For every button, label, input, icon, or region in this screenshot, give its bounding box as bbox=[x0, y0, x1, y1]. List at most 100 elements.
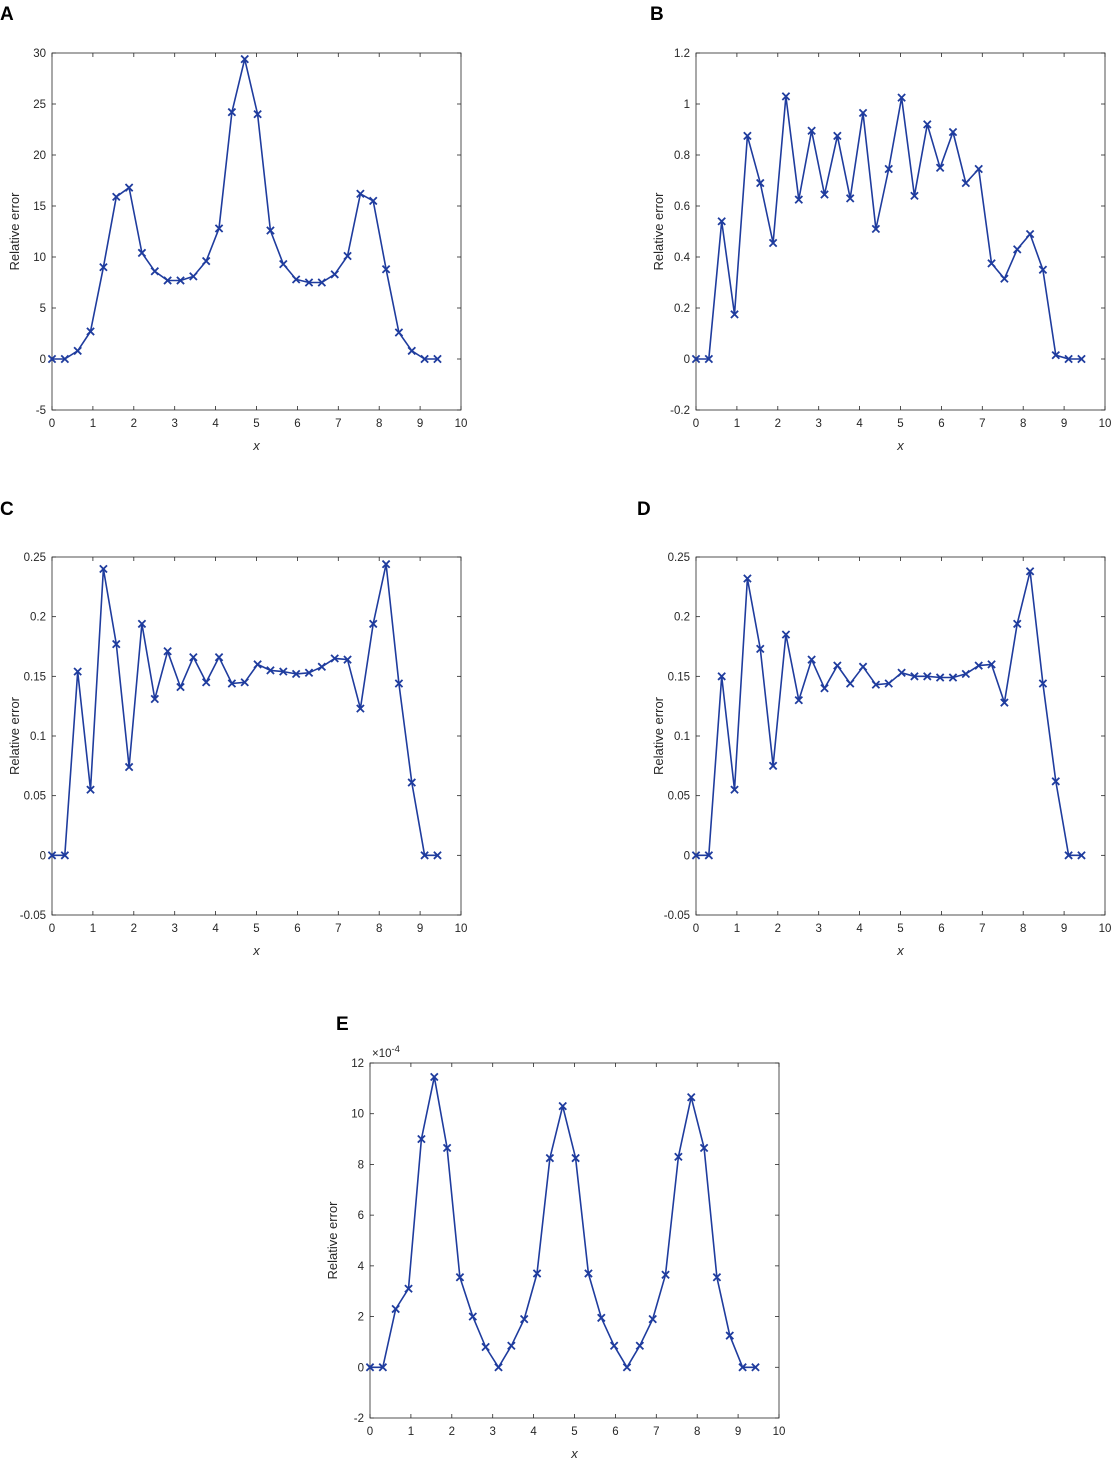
y-tick-label: -0.05 bbox=[20, 910, 46, 922]
y-tick-label: 0.8 bbox=[674, 150, 690, 162]
data-point bbox=[112, 192, 121, 202]
y-tick-label: -2 bbox=[354, 1413, 364, 1425]
data-point bbox=[751, 1363, 760, 1372]
data-point bbox=[820, 684, 829, 693]
x-tick-label: 1 bbox=[90, 923, 96, 935]
x-tick-label: 3 bbox=[815, 923, 821, 935]
plot-area bbox=[369, 1062, 780, 1419]
panel-b: B 0 1 2 3 4 5 6 7 8 9 10-0.200.20.40.60.811.2xRela… bbox=[650, 4, 1111, 453]
y-tick-label: 0.4 bbox=[674, 252, 691, 264]
data-point bbox=[558, 1101, 567, 1111]
data-point bbox=[1012, 245, 1022, 254]
data-point bbox=[884, 164, 893, 174]
data-point bbox=[884, 679, 893, 688]
data-point bbox=[124, 762, 134, 772]
data-point bbox=[455, 1273, 465, 1282]
x-tick-label: 1 bbox=[90, 418, 96, 430]
x-tick-label: 6 bbox=[294, 923, 300, 935]
data-point bbox=[214, 224, 224, 233]
data-point bbox=[150, 267, 160, 276]
panel-label: C bbox=[0, 499, 14, 520]
data-point bbox=[1025, 567, 1035, 576]
data-point bbox=[768, 761, 778, 771]
data-point bbox=[686, 1092, 696, 1102]
data-point bbox=[794, 195, 804, 204]
data-point bbox=[974, 164, 983, 174]
data-point bbox=[730, 785, 739, 794]
data-point bbox=[691, 851, 701, 860]
x-tick-label: 0 bbox=[693, 418, 699, 430]
y-tick-label: 10 bbox=[351, 1109, 364, 1121]
data-point bbox=[368, 196, 378, 206]
data-point bbox=[507, 1341, 516, 1350]
panel-label: E bbox=[336, 1014, 349, 1035]
data-point bbox=[304, 668, 314, 677]
y-tick-label: 0.6 bbox=[674, 201, 690, 213]
data-point bbox=[1064, 354, 1073, 364]
data-point bbox=[897, 93, 906, 102]
data-point bbox=[910, 672, 919, 681]
y-tick-label: 0.25 bbox=[24, 552, 46, 564]
y-tick-label: 12 bbox=[351, 1058, 364, 1070]
data-point bbox=[597, 1313, 606, 1323]
data-point bbox=[365, 1363, 375, 1372]
panel-d: D 0 1 2 3 4 5 6 7 8 9 10-0.0500.050.10.150.20.25xR… bbox=[637, 499, 1111, 958]
x-tick-label: 9 bbox=[1061, 418, 1067, 430]
x-tick-label: 8 bbox=[1020, 418, 1026, 430]
x-tick-label: 10 bbox=[1099, 418, 1112, 430]
x-tick-label: 2 bbox=[131, 923, 137, 935]
x-tick-label: 7 bbox=[335, 418, 341, 430]
x-tick-label: 1 bbox=[734, 923, 740, 935]
data-point bbox=[394, 328, 404, 337]
y-tick-label: 0 bbox=[40, 354, 46, 366]
y-tick-label: 0.1 bbox=[30, 731, 46, 743]
data-point bbox=[189, 653, 198, 662]
y-tick-label: 15 bbox=[33, 201, 46, 213]
data-point bbox=[420, 851, 429, 860]
data-point bbox=[897, 668, 906, 677]
data-point bbox=[743, 574, 752, 583]
data-point bbox=[368, 619, 378, 629]
data-point bbox=[407, 346, 416, 356]
y-axis-label: Relative error bbox=[7, 696, 22, 775]
data-point bbox=[661, 1270, 670, 1279]
data-point bbox=[442, 1143, 452, 1153]
data-point bbox=[343, 251, 352, 261]
data-point bbox=[86, 327, 95, 336]
data-point bbox=[227, 679, 237, 688]
panel-label: D bbox=[637, 499, 651, 520]
data-point bbox=[1012, 619, 1022, 629]
data-point bbox=[704, 851, 714, 860]
data-point bbox=[214, 653, 224, 662]
data-point bbox=[584, 1269, 593, 1278]
x-tick-label: 8 bbox=[694, 1426, 700, 1438]
x-tick-label: 3 bbox=[171, 923, 177, 935]
y-tick-label: 1 bbox=[684, 99, 690, 111]
data-point bbox=[176, 682, 185, 692]
y-tick-label: 30 bbox=[33, 48, 46, 60]
panel-e: E 0 1 2 3 4 5 6 7 8 9 10-2024681012×10-4xRelative … bbox=[325, 1014, 785, 1459]
data-point bbox=[935, 673, 945, 682]
x-tick-label: 10 bbox=[773, 1426, 786, 1438]
data-point bbox=[201, 678, 211, 687]
data-point bbox=[494, 1363, 503, 1372]
x-tick-label: 1 bbox=[408, 1426, 414, 1438]
x-tick-label: 5 bbox=[897, 418, 903, 430]
data-point bbox=[227, 107, 237, 117]
y-axis-label: Relative error bbox=[651, 696, 666, 775]
data-point bbox=[253, 109, 262, 119]
data-point bbox=[304, 278, 314, 287]
data-point bbox=[756, 178, 765, 188]
data-point bbox=[571, 1153, 580, 1163]
x-tick-label: 5 bbox=[253, 923, 259, 935]
data-point bbox=[1038, 679, 1048, 688]
data-point bbox=[481, 1342, 490, 1352]
data-point bbox=[858, 662, 868, 672]
x-tick-label: 9 bbox=[417, 923, 423, 935]
x-tick-label: 6 bbox=[612, 1426, 618, 1438]
x-tick-label: 8 bbox=[1020, 923, 1026, 935]
y-tick-label: 1.2 bbox=[674, 48, 690, 60]
x-axis-label: x bbox=[896, 438, 904, 453]
data-point bbox=[1077, 354, 1086, 364]
y-tick-label: 2 bbox=[358, 1312, 364, 1324]
